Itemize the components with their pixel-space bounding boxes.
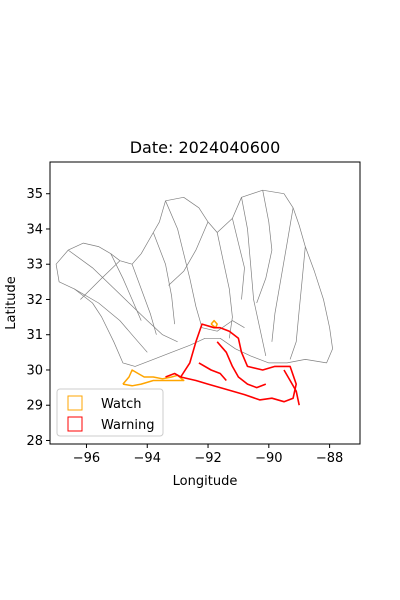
y-tick-label: 32 <box>26 293 43 308</box>
legend-label-watch: Watch <box>101 397 141 412</box>
x-tick-label: −92 <box>194 451 221 466</box>
warning-area <box>180 323 297 403</box>
basin-outline <box>216 232 233 339</box>
warning-area <box>283 369 300 406</box>
x-tick-label: −94 <box>134 451 161 466</box>
basin-outline <box>201 320 245 332</box>
basin-outline <box>289 246 306 360</box>
basin-outlines <box>55 189 333 367</box>
y-axis-ticks: 28 29 30 31 32 33 34 35 <box>26 187 50 449</box>
plot-frame <box>49 161 361 445</box>
basin-outline <box>241 197 267 356</box>
basin-outline <box>55 189 333 367</box>
y-tick-label: 30 <box>26 363 43 378</box>
warning-area <box>198 362 227 382</box>
basin-outline <box>74 288 148 353</box>
y-axis-label: Latitude <box>4 276 19 330</box>
y-tick-label: 34 <box>26 222 43 237</box>
basin-outline <box>131 264 157 335</box>
x-tick-label: −90 <box>255 451 282 466</box>
legend-swatch-watch <box>67 395 83 411</box>
y-tick-label: 33 <box>26 258 43 273</box>
basin-outline <box>168 221 209 286</box>
x-tick-label: −96 <box>73 451 100 466</box>
basin-outline <box>110 253 142 321</box>
legend-swatch-warning <box>67 416 83 432</box>
basin-outline <box>152 232 175 325</box>
watch-areas <box>122 319 218 387</box>
y-tick-label: 35 <box>26 187 43 202</box>
warning-area <box>216 341 267 389</box>
x-tick-label: −88 <box>316 451 343 466</box>
legend-box <box>56 388 164 437</box>
x-axis-label: Longitude <box>173 474 238 489</box>
basin-outline <box>271 207 294 342</box>
basin-outline <box>80 260 121 300</box>
legend: Watch Warning <box>56 388 164 437</box>
warning-areas <box>165 323 300 406</box>
y-tick-label: 29 <box>26 399 43 414</box>
plot-title: Date: 2024040600 <box>130 138 281 157</box>
y-tick-label: 31 <box>26 328 43 343</box>
watch-area <box>210 319 218 329</box>
warning-area <box>165 372 182 378</box>
basin-outline <box>256 190 273 304</box>
legend-label-warning: Warning <box>101 418 154 433</box>
basin-outline <box>67 249 178 343</box>
y-tick-label: 28 <box>26 434 43 449</box>
watch-area <box>122 369 185 387</box>
x-axis-ticks: −96 −94 −92 −90 −88 <box>73 444 343 466</box>
basin-outline <box>232 218 245 300</box>
